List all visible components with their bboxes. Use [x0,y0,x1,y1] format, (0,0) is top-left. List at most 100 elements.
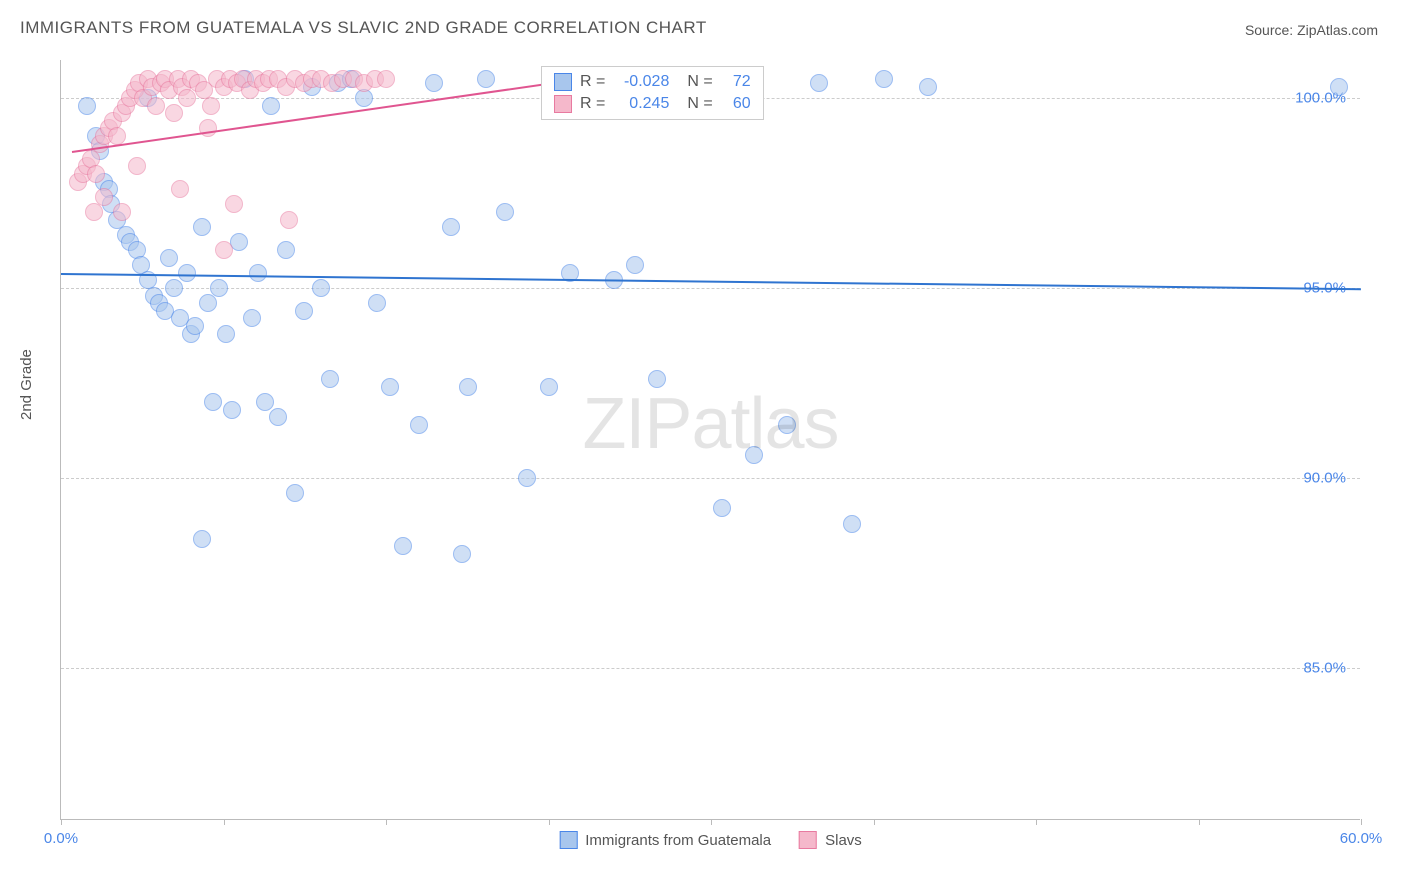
data-point [78,97,96,115]
data-point [128,157,146,175]
data-point [648,370,666,388]
correlation-legend: R = -0.028 N = 72 R = 0.245 N = 60 [541,66,764,120]
data-point [87,165,105,183]
data-point [202,97,220,115]
plot-area: ZIPatlas R =-0.028N =72R =0.245N =60 Imm… [60,60,1360,820]
data-point [178,264,196,282]
data-point [381,378,399,396]
source-label: Source: ZipAtlas.com [1245,22,1378,38]
watermark: ZIPatlas [582,383,838,465]
data-point [745,446,763,464]
data-point [496,203,514,221]
data-point [368,294,386,312]
x-tick-mark [61,819,62,825]
data-point [223,401,241,419]
legend-item: Slavs [799,831,862,849]
legend-row: R =-0.028N =72 [554,73,751,91]
grid-line [61,668,1360,669]
data-point [477,70,495,88]
data-point [875,70,893,88]
x-tick-mark [1199,819,1200,825]
data-point [410,416,428,434]
data-point [295,302,313,320]
legend-swatch [799,831,817,849]
data-point [108,127,126,145]
data-point [321,370,339,388]
x-tick-mark [224,819,225,825]
x-tick-mark [874,819,875,825]
r-value: -0.028 [613,73,669,91]
r-value: 0.245 [613,95,669,113]
data-point [215,241,233,259]
data-point [810,74,828,92]
legend-label: Slavs [825,832,862,849]
r-label: R = [580,95,605,113]
data-point [193,218,211,236]
data-point [210,279,228,297]
data-point [377,70,395,88]
y-tick-label: 90.0% [1303,470,1346,487]
data-point [286,484,304,502]
x-tick-mark [386,819,387,825]
data-point [312,279,330,297]
chart-title: IMMIGRANTS FROM GUATEMALA VS SLAVIC 2ND … [20,18,707,38]
x-tick-mark [1036,819,1037,825]
data-point [919,78,937,96]
data-point [171,180,189,198]
data-point [249,264,267,282]
x-tick-mark [549,819,550,825]
legend-label: Immigrants from Guatemala [585,832,771,849]
data-point [243,309,261,327]
grid-line [61,478,1360,479]
data-point [225,195,243,213]
x-tick-label: 0.0% [44,830,78,847]
data-point [453,545,471,563]
data-point [394,537,412,555]
data-point [165,104,183,122]
grid-line [61,288,1360,289]
data-point [256,393,274,411]
legend-row: R = 0.245 N = 60 [554,95,751,113]
data-point [280,211,298,229]
data-point [217,325,235,343]
data-point [95,188,113,206]
data-point [178,89,196,107]
data-point [160,249,178,267]
data-point [1330,78,1348,96]
n-label: N = [687,73,712,91]
legend-item: Immigrants from Guatemala [559,831,771,849]
legend-swatch [554,95,572,113]
data-point [459,378,477,396]
data-point [165,279,183,297]
data-point [518,469,536,487]
data-point [113,203,131,221]
data-point [269,408,287,426]
data-point [277,241,295,259]
x-tick-mark [711,819,712,825]
data-point [199,119,217,137]
n-value: 60 [721,95,751,113]
data-point [204,393,222,411]
data-point [85,203,103,221]
data-point [425,74,443,92]
n-value: 72 [721,73,751,91]
y-axis-label: 2nd Grade [18,349,35,420]
data-point [262,97,280,115]
legend-swatch [554,73,572,91]
series-legend: Immigrants from Guatemala Slavs [559,831,862,849]
data-point [199,294,217,312]
data-point [147,97,165,115]
x-tick-label: 60.0% [1340,830,1383,847]
data-point [193,530,211,548]
legend-swatch [559,831,577,849]
y-tick-label: 85.0% [1303,660,1346,677]
data-point [778,416,796,434]
x-tick-mark [1361,819,1362,825]
n-label: N = [687,95,712,113]
data-point [843,515,861,533]
data-point [186,317,204,335]
data-point [442,218,460,236]
data-point [540,378,558,396]
data-point [626,256,644,274]
data-point [713,499,731,517]
